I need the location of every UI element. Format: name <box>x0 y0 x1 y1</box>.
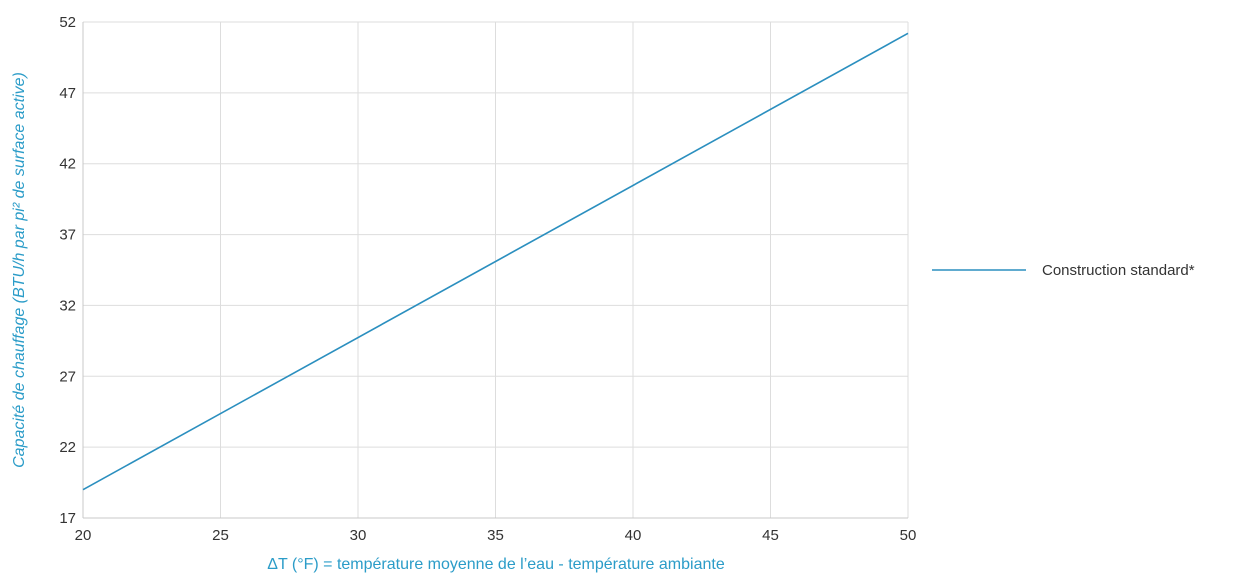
x-tick-label: 20 <box>75 527 92 544</box>
x-tick-label: 30 <box>350 527 367 544</box>
x-tick-label: 45 <box>762 527 779 544</box>
y-tick-label: 32 <box>59 297 76 314</box>
y-tick-label: 42 <box>59 156 76 173</box>
axes <box>82 22 908 519</box>
y-axis-title: Capacité de chauffage (BTU/h par pi² de … <box>11 72 28 468</box>
legend-label: Construction standard* <box>1042 262 1195 279</box>
x-tick-label: 50 <box>900 527 917 544</box>
series-group <box>82 32 909 491</box>
y-ticks: 17 22 27 32 37 42 47 52 <box>59 14 76 527</box>
grid <box>82 21 909 519</box>
legend: Construction standard* <box>932 262 1195 279</box>
y-tick-label: 17 <box>59 510 76 527</box>
y-tick-label: 47 <box>59 85 76 102</box>
x-tick-label: 35 <box>487 527 504 544</box>
series-line <box>82 32 909 491</box>
x-tick-label: 25 <box>212 527 229 544</box>
y-tick-label: 22 <box>59 439 76 456</box>
y-tick-label: 37 <box>59 227 76 244</box>
y-tick-label: 27 <box>59 368 76 385</box>
x-axis-title: ΔT (°F) = température moyenne de l’eau -… <box>267 556 725 573</box>
x-ticks: 20 25 30 35 40 45 50 <box>75 527 917 544</box>
x-tick-label: 40 <box>625 527 642 544</box>
y-tick-label: 52 <box>59 14 76 31</box>
